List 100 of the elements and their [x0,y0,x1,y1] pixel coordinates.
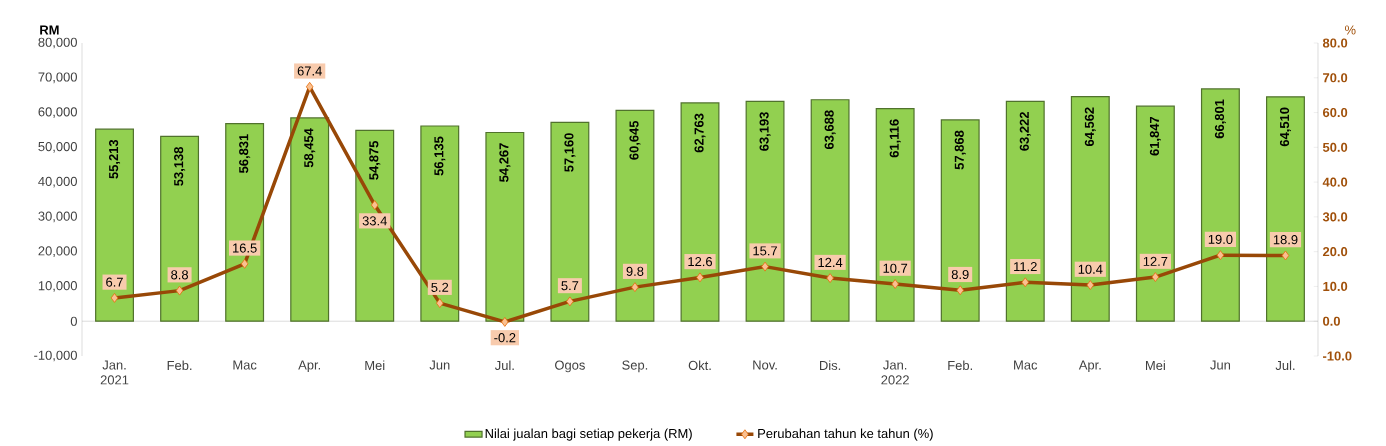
x-tick-label: Ogos [555,360,585,373]
data-label: 56,135 [434,136,446,176]
x-tick-label: Jan. 2021 [100,360,129,385]
data-label: 10.7 [883,263,908,273]
y2-axis-title: % [1344,25,1356,35]
x-tick-label: Jun [1210,360,1231,370]
x-tick-label: Mei [365,360,385,371]
data-label: 10.4 [1078,264,1103,274]
data-label: 67.4 [297,66,322,76]
data-label: 19.0 [1208,234,1233,244]
x-tick-label: Sep. [622,360,648,373]
bar [745,100,785,322]
x-tick-label: Apr. [298,360,321,373]
y-tick-label: 70,000 [38,72,77,84]
x-tick-label: Jun [429,360,450,370]
data-label: 66,801 [1214,99,1226,139]
data-label: 64,562 [1084,107,1096,147]
data-label: 6.7 [106,277,123,287]
data-label: 11.2 [1014,262,1037,272]
x-tick-label: Nov. [753,360,777,370]
y2-tick-label: 70.0 [1323,73,1348,83]
data-label: 64,510 [1279,107,1291,147]
data-label: 5.2 [431,282,449,292]
y-tick-label: -10,000 [34,350,77,362]
data-label: 56,831 [239,134,251,173]
bar [875,108,915,322]
data-label: 18.9 [1273,235,1298,245]
legend-label: Nilai jualan bagi setiap pekerja (RM) [485,428,692,441]
x-tick-label: Mac [233,360,257,370]
data-label: 12.6 [688,257,713,267]
y2-tick-label: 20.0 [1322,247,1348,257]
bar [615,109,655,322]
data-label: 54,875 [369,140,381,180]
bar [485,131,525,322]
data-label: 54,267 [499,143,511,182]
x-tick-label: Dis. [820,360,841,371]
bar [1200,88,1240,322]
bar [1070,96,1110,322]
y-tick-label: 10,000 [38,281,77,292]
x-tick-label: Okt. [688,360,711,371]
data-label: 12.7 [1143,256,1168,266]
data-label: 63,193 [759,112,771,151]
y2-tick-label: 50.0 [1322,142,1348,152]
bar [355,129,395,322]
data-label: 9.8 [626,266,644,276]
data-label: 5.7 [561,281,579,291]
x-tick-label: Feb. [948,360,972,371]
y2-tick-label: 40.0 [1322,177,1348,187]
y-tick-label: 30,000 [38,211,77,223]
data-label: 12.4 [818,257,843,267]
data-label: 16.5 [233,243,257,253]
data-label: 61,847 [1149,116,1161,156]
bar [225,122,265,322]
bar [680,102,720,322]
x-tick-label: Apr. [1078,360,1101,373]
y2-tick-label: 10.0 [1323,281,1348,292]
bar [290,117,330,322]
y-tick-label: 50,000 [38,141,77,153]
bar [550,121,590,322]
legend-label: Perubahan tahun ke tahun (%) [758,428,933,441]
y2-tick-label: -10.0 [1323,351,1352,361]
y-tick-label: 60,000 [38,107,77,118]
x-tick-label: Mac [1014,360,1038,370]
y-tick-label: 80,000 [38,37,77,49]
y-tick-label: 20,000 [38,246,77,258]
y-axis-title: RM [40,25,59,35]
data-label: 8.8 [171,270,189,280]
data-label: 60,645 [629,120,641,160]
data-label: 53,138 [174,147,186,186]
bar [940,119,980,322]
x-tick-label: Mei [1145,360,1165,371]
bar [1005,100,1045,322]
x-tick-label: Feb. [167,360,192,371]
y-tick-label: 40,000 [38,176,77,188]
bar [1266,96,1305,322]
y2-tick-label: 30.0 [1322,212,1348,222]
data-label: 55,213 [109,139,121,179]
data-label: 15.7 [753,246,777,256]
data-label: 62,763 [694,113,706,153]
y2-tick-label: 60.0 [1322,107,1348,118]
data-label: -0.2 [494,333,516,343]
bar [420,125,460,322]
bar [95,128,134,322]
x-tick-label: Jul. [1275,360,1295,371]
x-tick-label: Jul. [494,360,514,371]
bar [810,99,850,322]
data-label: 33.4 [362,216,387,226]
data-label: 57,868 [954,130,966,170]
x-tick-label: Jan. 2022 [881,360,909,385]
bar [160,135,200,322]
data-label: 63,222 [1019,112,1031,151]
data-label: 8.9 [951,269,969,280]
data-label: 63,688 [824,110,836,150]
data-label: 58,454 [304,128,316,168]
bar [1135,105,1175,322]
data-label: 57,160 [564,133,576,172]
y2-tick-label: 0.0 [1323,316,1340,326]
y-tick-label: 0 [70,316,77,326]
y2-tick-label: 80.0 [1322,38,1348,48]
data-label: 61,116 [889,119,901,158]
